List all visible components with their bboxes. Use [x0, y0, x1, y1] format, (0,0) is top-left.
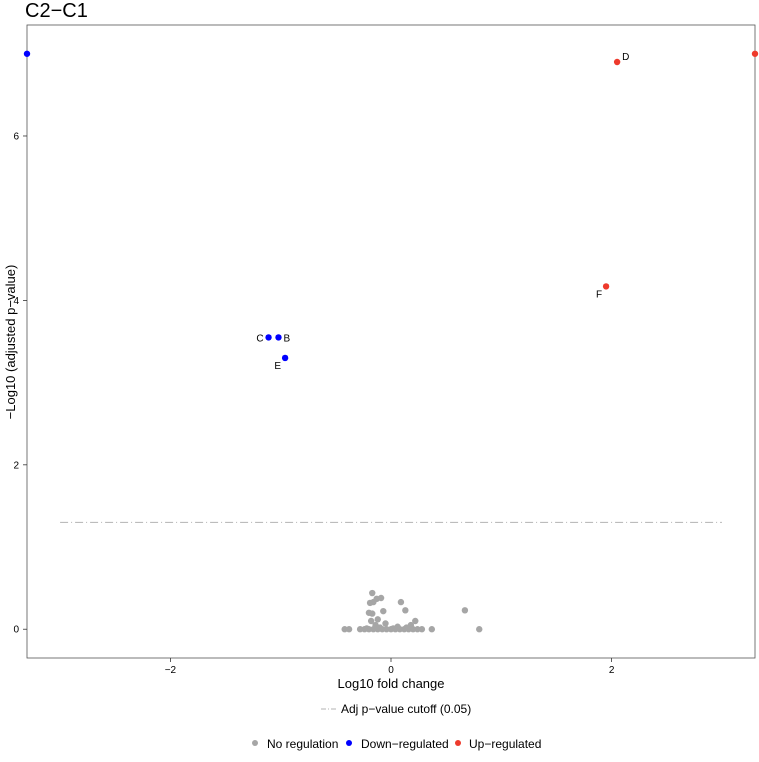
plot-panel	[27, 25, 755, 658]
data-point-no-regulation	[375, 616, 381, 622]
data-point-down	[265, 334, 271, 340]
point-label: F	[596, 289, 602, 300]
legend-key-up-regulated	[455, 740, 461, 746]
y-tick-label: 6	[13, 131, 19, 142]
cutoff-legend: Adj p−value cutoff (0.05)	[321, 702, 471, 716]
data-point-no-regulation	[476, 626, 482, 632]
data-point-no-regulation	[412, 618, 418, 624]
data-point-down	[24, 51, 30, 57]
data-point-no-regulation	[398, 599, 404, 605]
point-label: E	[274, 361, 281, 372]
data-point-down	[275, 334, 281, 340]
data-point-no-regulation	[382, 620, 388, 626]
point-label: C	[256, 333, 263, 344]
legend-label-no-regulation: No regulation	[267, 737, 338, 751]
data-point-no-regulation	[368, 618, 374, 624]
legend-item-up-regulated: Up−regulated	[455, 737, 541, 751]
chart-title: C2−C1	[25, 0, 88, 22]
data-point-no-regulation	[462, 607, 468, 613]
y-tick-label: 2	[13, 460, 19, 471]
data-point-no-regulation	[369, 610, 375, 616]
point-label: D	[622, 52, 629, 63]
x-tick-label: 0	[388, 665, 394, 676]
x-tick-label: 2	[609, 665, 615, 676]
data-point-up	[603, 283, 609, 289]
x-tick-label: −2	[165, 665, 177, 676]
data-point-no-regulation	[429, 626, 435, 632]
y-tick-label: 0	[13, 625, 19, 636]
x-axis-label: Log10 fold change	[338, 676, 445, 691]
legend-key-down-regulated	[346, 740, 352, 746]
legend-label-down-regulated: Down−regulated	[361, 737, 449, 751]
legend-item-down-regulated: Down−regulated	[346, 737, 449, 751]
data-point-no-regulation	[378, 595, 384, 601]
point-label: B	[283, 333, 290, 344]
data-point-no-regulation	[369, 590, 375, 596]
data-point-no-regulation	[380, 608, 386, 614]
data-point-no-regulation	[364, 625, 370, 631]
data-point-no-regulation	[394, 624, 400, 630]
data-point-down	[282, 355, 288, 361]
legend-label-up-regulated: Up−regulated	[469, 737, 541, 751]
data-point-no-regulation	[402, 607, 408, 613]
cutoff-legend-label: Adj p−value cutoff (0.05)	[341, 702, 471, 716]
x-axis: −2 0 2	[165, 658, 615, 676]
data-point-no-regulation	[346, 626, 352, 632]
data-point-no-regulation	[419, 626, 425, 632]
data-point-up	[614, 59, 620, 65]
legend-item-no-regulation: No regulation	[252, 737, 338, 751]
data-point-up	[752, 51, 758, 57]
legend: No regulation Down−regulated Up−regulate…	[252, 737, 541, 751]
y-axis-label: −Log10 (adjusted p−value)	[3, 265, 18, 420]
legend-key-no-regulation	[252, 740, 258, 746]
